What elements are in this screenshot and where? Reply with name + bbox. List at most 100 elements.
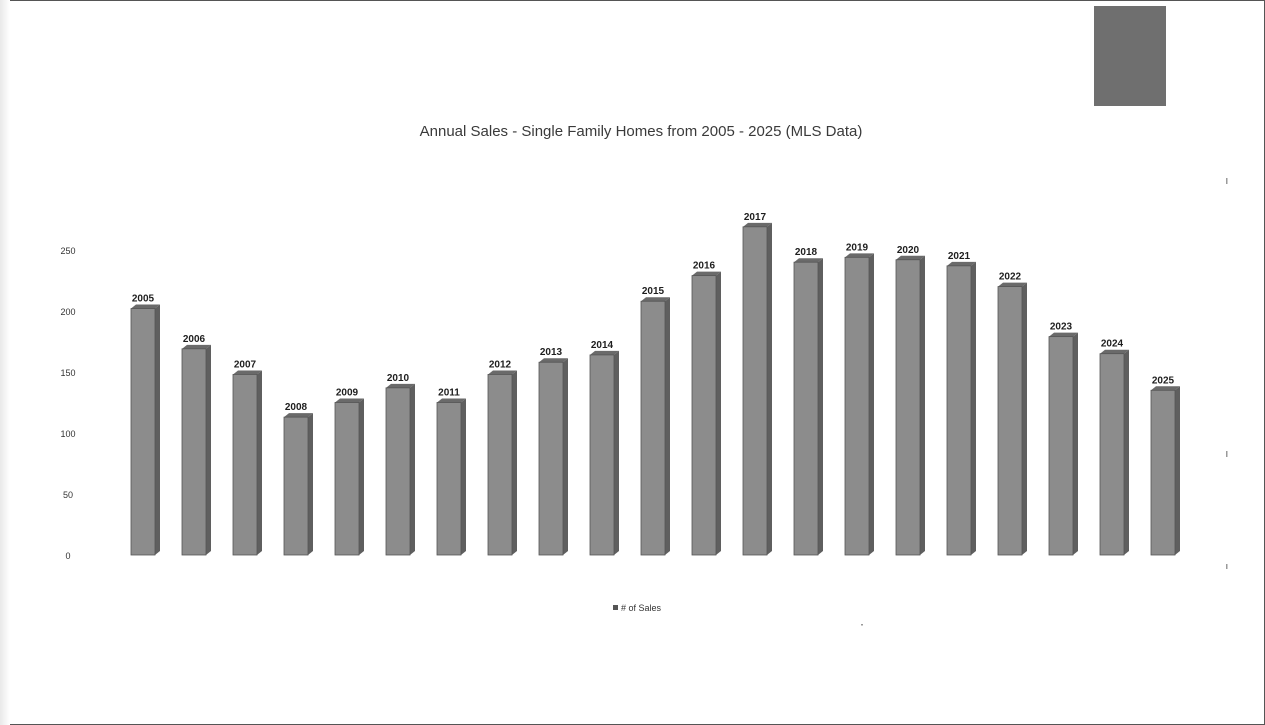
bar-label-2005: 2005 [132, 294, 155, 305]
bar-2017 [742, 222, 772, 556]
bar-label-2022: 2022 [999, 272, 1022, 283]
bar-label-2016: 2016 [693, 261, 716, 272]
bar-side [614, 350, 619, 555]
bar-front [946, 265, 972, 556]
bar-side [410, 383, 415, 555]
bar-label-2024: 2024 [1101, 339, 1124, 350]
bar-top [335, 398, 364, 403]
bar-front [385, 387, 411, 556]
bar-side [818, 258, 823, 555]
bar-2007 [232, 370, 262, 556]
bar-label-2008: 2008 [285, 402, 308, 413]
bar-label-2010: 2010 [387, 373, 410, 384]
bar-front [181, 348, 207, 556]
bars [130, 222, 1180, 556]
bar-front [742, 226, 768, 556]
bar-top [947, 261, 976, 266]
bar-2016 [691, 271, 721, 556]
bar-side [512, 370, 517, 555]
bar-top [488, 370, 517, 375]
y-tick-label: 50 [63, 490, 73, 500]
speck [1226, 178, 1228, 184]
bar-front [1150, 389, 1176, 556]
bar-top [896, 255, 925, 260]
bar-top [641, 297, 670, 302]
bar-2012 [487, 370, 517, 556]
bar-2005 [130, 304, 160, 556]
bar-front [640, 300, 666, 556]
scan-edge-shadow [0, 0, 10, 725]
bar-label-2020: 2020 [897, 245, 920, 256]
bar-label-2015: 2015 [642, 286, 665, 297]
bar-label-2007: 2007 [234, 359, 257, 370]
bar-side [359, 398, 364, 555]
bar-top [437, 398, 466, 403]
bar-side [767, 222, 772, 555]
bar-2022 [997, 282, 1027, 556]
bar-side [563, 358, 568, 555]
legend: # of Sales [613, 603, 662, 613]
y-tick-label: 150 [60, 368, 75, 378]
bar-front [793, 261, 819, 556]
bar-side [1073, 332, 1078, 555]
bar-label-2019: 2019 [846, 242, 869, 253]
bar-2020 [895, 255, 925, 556]
bar-label-2025: 2025 [1152, 375, 1175, 386]
bar-2021 [946, 261, 976, 556]
bar-side [206, 344, 211, 555]
bar-side [920, 255, 925, 555]
speck [861, 624, 863, 626]
bar-label-2013: 2013 [540, 347, 563, 358]
y-axis-ticks: 0 50 100 150 200 250 [60, 246, 75, 561]
bar-label-2012: 2012 [489, 359, 512, 370]
y-tick-label: 100 [60, 429, 75, 439]
bar-front [487, 374, 513, 556]
bar-top [998, 282, 1027, 287]
bar-label-2011: 2011 [438, 388, 460, 399]
bar-front [130, 308, 156, 556]
bar-2019 [844, 253, 874, 556]
bar-2025 [1150, 386, 1180, 556]
y-tick-label: 200 [60, 307, 75, 317]
bar-top [1151, 386, 1180, 391]
y-tick-label: 250 [60, 246, 75, 256]
bar-2023 [1048, 332, 1078, 556]
bar-label-2017: 2017 [744, 212, 767, 223]
bar-top [590, 350, 619, 355]
bar-2014 [589, 350, 619, 556]
bar-2006 [181, 344, 211, 556]
bar-top [233, 370, 262, 375]
bar-2010 [385, 383, 415, 556]
bar-2008 [283, 413, 313, 556]
bar-front [232, 374, 258, 556]
bar-label-2023: 2023 [1050, 322, 1073, 333]
speck [1226, 564, 1228, 569]
bar-side [1175, 386, 1180, 555]
bar-top [131, 304, 160, 309]
bar-front [436, 402, 462, 556]
bar-front [691, 275, 717, 556]
bar-side [665, 297, 670, 555]
bar-side [716, 271, 721, 555]
bar-front [895, 259, 921, 556]
bar-2018 [793, 258, 823, 556]
bar-labels: 2005 2006 2007 2008 2009 2010 2011 2012 2013 2014… [132, 212, 1175, 413]
bar-top [284, 413, 313, 418]
bar-top [1049, 332, 1078, 337]
bar-label-2006: 2006 [183, 334, 206, 345]
bar-front [283, 416, 309, 556]
bar-front [844, 256, 870, 556]
bar-2013 [538, 358, 568, 556]
bar-label-2021: 2021 [948, 251, 971, 262]
legend-swatch [613, 605, 618, 610]
bar-2024 [1099, 349, 1129, 556]
speck [1226, 451, 1228, 457]
bar-side [971, 261, 976, 555]
bar-side [869, 253, 874, 555]
bar-top [1100, 349, 1129, 354]
bar-2009 [334, 398, 364, 556]
bar-front [1048, 336, 1074, 556]
chart-title: Annual Sales - Single Family Homes from … [420, 123, 863, 140]
bar-front [1099, 353, 1125, 556]
